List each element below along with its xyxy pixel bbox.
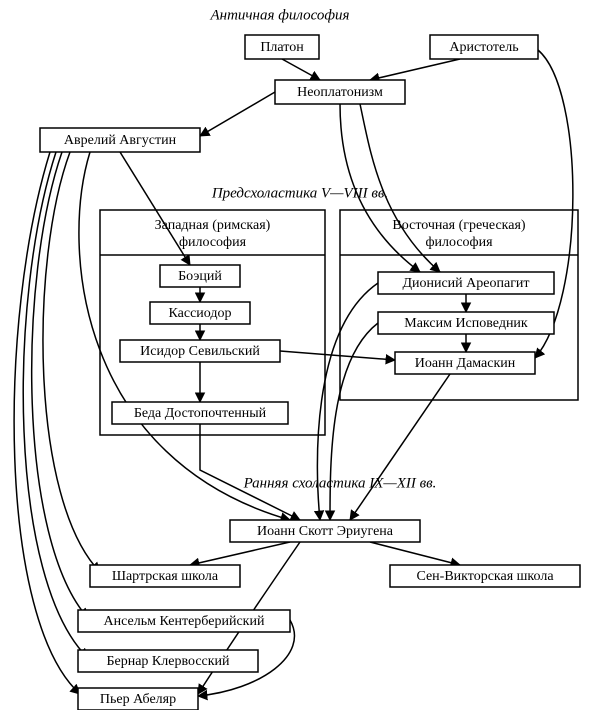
node-plato: Платон (245, 35, 319, 59)
edge-isidor-ioann_d (280, 351, 395, 360)
edge-eriug-chartres (190, 542, 290, 565)
node-neopl: Неоплатонизм (275, 80, 405, 104)
node-label-arist: Аристотель (449, 40, 518, 55)
node-label-plato: Платон (260, 40, 304, 55)
node-label-victor: Сен-Викторская школа (416, 569, 554, 584)
section-title-t3: Ранняя схоластика IX—XII вв. (243, 475, 437, 491)
node-label-cassio: Кассиодор (168, 306, 231, 321)
svg-text:философия: философия (179, 235, 247, 250)
node-label-isidor: Исидор Севильский (140, 344, 260, 359)
node-anselm: Ансельм Кентерберийский (78, 610, 290, 632)
section-title-t1: Античная философия (209, 7, 349, 23)
edge-plato-neopl (282, 59, 320, 80)
edge-eriug-victor (370, 542, 460, 565)
svg-text:философия: философия (425, 235, 493, 250)
node-label-maxim: Максим Исповедник (404, 316, 528, 331)
node-label-boeth: Боэций (178, 269, 222, 284)
edge-neopl-august (200, 92, 275, 136)
node-label-august: Аврелий Августин (64, 133, 177, 148)
node-label-ioann_d: Иоанн Дамаскин (415, 356, 516, 371)
section-title-t2: Предсхоластика V—VIII вв. (211, 185, 388, 201)
node-beda: Беда Достопочтенный (112, 402, 288, 424)
node-label-beda: Беда Достопочтенный (134, 406, 267, 421)
philosophy-flowchart: Западная (римская) философия Восточная (гр… (0, 0, 606, 710)
node-dionys: Дионисий Ареопагит (378, 272, 554, 294)
node-arist: Аристотель (430, 35, 538, 59)
node-label-chartres: Шартрская школа (112, 569, 219, 584)
node-chartres: Шартрская школа (90, 565, 240, 587)
edge-august-chartres (43, 152, 100, 572)
node-label-anselm: Ансельм Кентерберийский (104, 614, 265, 629)
node-bernard: Бернар Клервосский (78, 650, 258, 672)
node-label-abelard: Пьер Абеляр (100, 692, 176, 707)
node-victor: Сен-Викторская школа (390, 565, 580, 587)
node-label-bernard: Бернар Клервосский (106, 654, 230, 669)
edge-ioann_d-eriug (350, 374, 450, 520)
node-ioann_d: Иоанн Дамаскин (395, 352, 535, 374)
node-eriug: Иоанн Скотт Эриугена (230, 520, 420, 542)
node-cassio: Кассиодор (150, 302, 250, 324)
node-label-dionys: Дионисий Ареопагит (402, 276, 529, 291)
node-august: Аврелий Августин (40, 128, 200, 152)
svg-text:Восточная (греческая): Восточная (греческая) (392, 218, 525, 233)
node-label-neopl: Неоплатонизм (297, 85, 383, 100)
node-label-eriug: Иоанн Скотт Эриугена (257, 524, 394, 539)
node-maxim: Максим Исповедник (378, 312, 554, 334)
svg-text:Западная (римская): Западная (римская) (155, 218, 271, 233)
node-isidor: Исидор Севильский (120, 340, 280, 362)
node-boeth: Боэций (160, 265, 240, 287)
edge-august-eriug (79, 152, 290, 520)
edge-arist-neopl (370, 59, 460, 80)
node-abelard: Пьер Абеляр (78, 688, 198, 710)
